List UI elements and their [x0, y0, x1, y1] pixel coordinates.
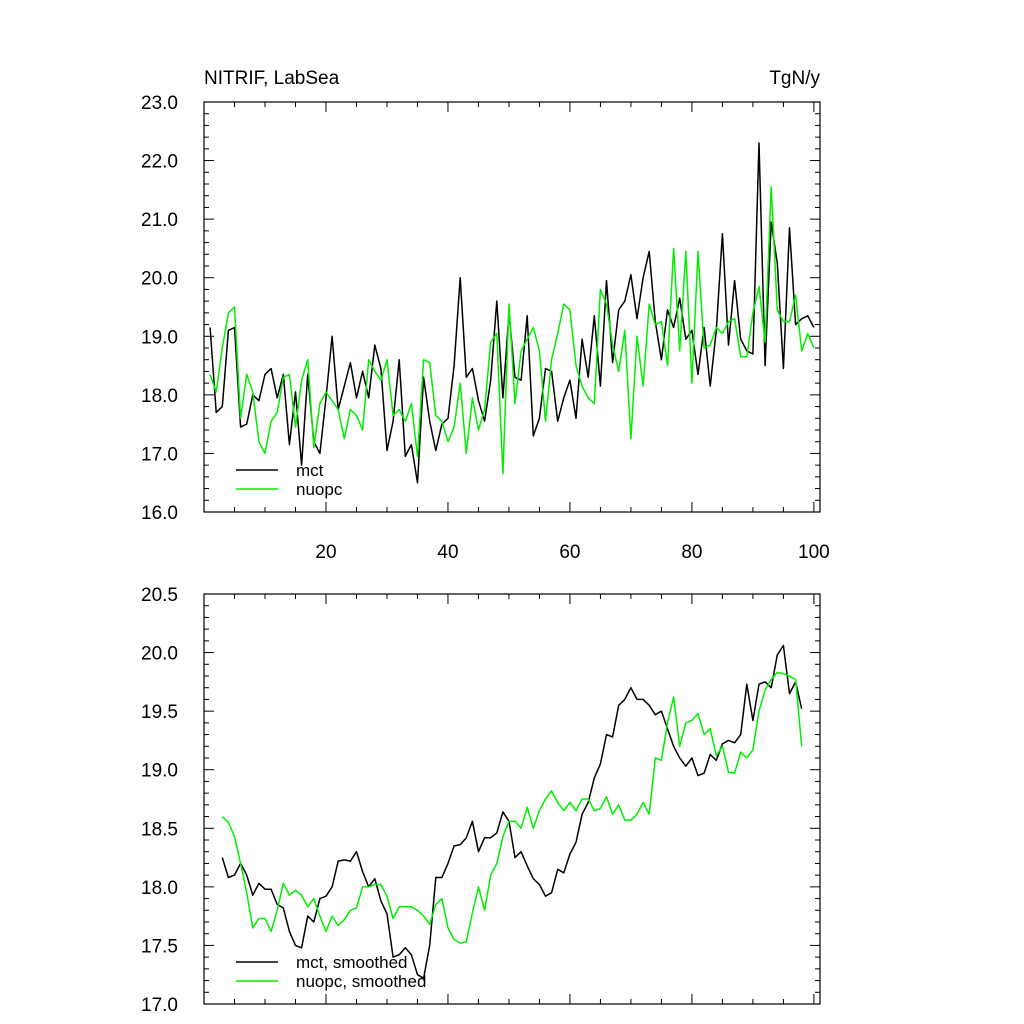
bottom-plot-frame — [203, 593, 821, 1005]
top-panel: NITRIF, LabSea TgN/y 16.0 17.0 18.0 19.0 20.… — [141, 68, 830, 563]
series-line-mct — [209, 142, 815, 484]
series-line-mct-smoothed — [221, 644, 803, 979]
series-line-nuopc — [209, 186, 815, 475]
y-tick-label: 17.0 — [141, 444, 178, 465]
y-tick-label: 23.0 — [141, 93, 178, 114]
bottom-ticks: 17.0 17.5 18.0 18.5 19.0 19.5 20.0 20.5 — [141, 585, 820, 1016]
top-series — [209, 142, 815, 484]
y-tick-label: 20.5 — [141, 585, 178, 606]
y-tick-label: 18.0 — [141, 878, 178, 899]
y-tick-label: 20.0 — [141, 644, 178, 665]
y-tick-label: 18.0 — [141, 386, 178, 407]
y-tick-label: 21.0 — [141, 210, 178, 231]
y-tick-label: 17.5 — [141, 936, 178, 957]
x-tick-label: 80 — [681, 542, 702, 563]
top-ticks: 16.0 17.0 18.0 19.0 20.0 21.0 22.0 23.0 20 40 60 80… — [141, 93, 830, 563]
y-tick-label: 20.0 — [141, 269, 178, 290]
y-tick-label: 19.0 — [141, 327, 178, 348]
legend-label: mct — [296, 461, 324, 480]
y-tick-label: 16.0 — [141, 503, 178, 524]
y-tick-label: 17.0 — [141, 995, 178, 1016]
legend-label: mct, smoothed — [296, 953, 408, 972]
bottom-series — [221, 644, 803, 979]
legend-label: nuopc — [296, 480, 343, 499]
x-tick-label: 100 — [798, 542, 830, 563]
bottom-panel: 17.0 17.5 18.0 18.5 19.0 19.5 20.0 20.5 mct, sm… — [141, 585, 821, 1016]
y-tick-label: 18.5 — [141, 819, 178, 840]
y-tick-label: 19.5 — [141, 702, 178, 723]
top-plot-frame — [203, 101, 821, 513]
series-line-nuopc-smoothed — [221, 671, 803, 944]
x-tick-label: 40 — [437, 542, 458, 563]
units-label: TgN/y — [769, 68, 820, 89]
x-tick-label: 60 — [559, 542, 580, 563]
chart-title: NITRIF, LabSea — [204, 68, 340, 89]
y-tick-label: 19.0 — [141, 761, 178, 782]
x-tick-label: 20 — [315, 542, 336, 563]
legend-label: nuopc, smoothed — [296, 972, 426, 991]
y-tick-label: 22.0 — [141, 152, 178, 173]
